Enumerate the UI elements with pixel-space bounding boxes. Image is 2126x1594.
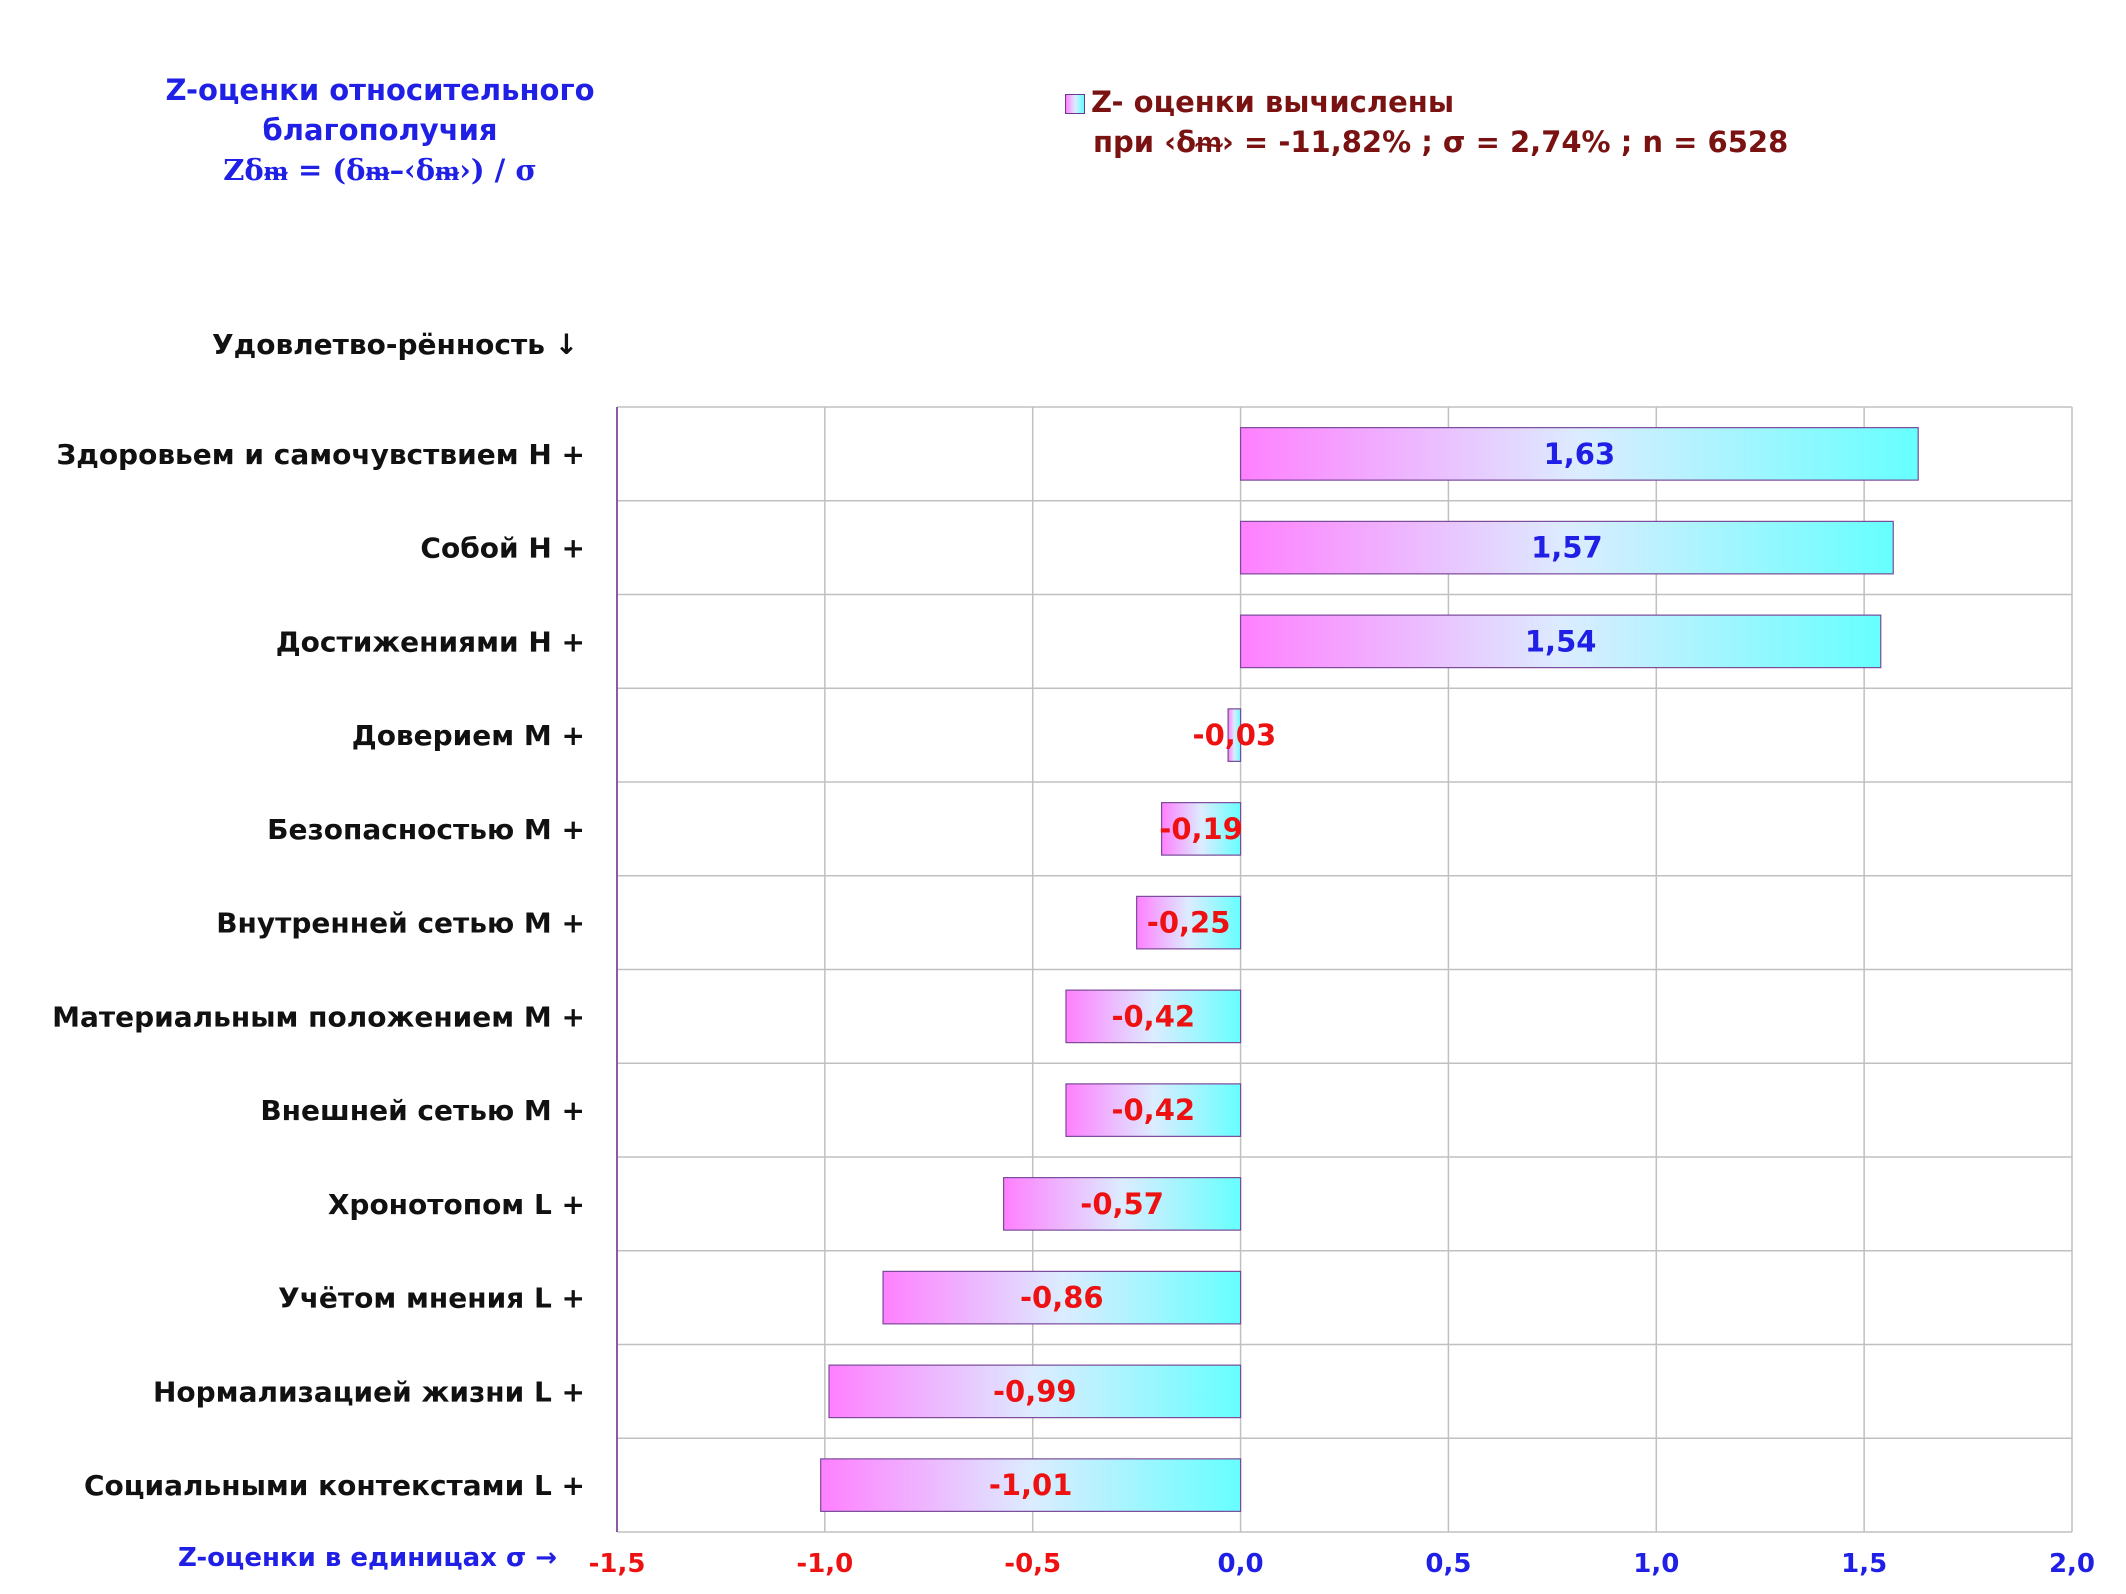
category-label: Хронотопом L + xyxy=(328,1188,585,1221)
title-formula: Zδᵯ = (δᵯ–‹δᵯ›) / σ xyxy=(223,153,537,187)
data-label: 1,57 xyxy=(1531,531,1603,565)
category-labels: Здоровьем и самочувствием H + Собой H + До… xyxy=(52,438,585,1502)
bar xyxy=(1065,1083,1242,1137)
data-labels: 1,63 1,57 1,54 -0,03 -0,19 -0,25 -0,42 -0,42 -0,… xyxy=(989,437,1615,1502)
bar xyxy=(1065,989,1242,1044)
bar xyxy=(1160,802,1242,856)
data-label: -0,42 xyxy=(1111,999,1195,1033)
category-label: Нормализацией жизни L + xyxy=(153,1375,585,1408)
legend-swatch xyxy=(1065,94,1085,114)
category-label: Здоровьем и самочувствием H + xyxy=(56,438,585,471)
category-label: Учётом мнения L + xyxy=(278,1282,585,1315)
legend-line-1: Z- оценки вычислены xyxy=(1091,85,1455,119)
category-label: Доверием M + xyxy=(352,719,585,752)
x-tick-label: -1,5 xyxy=(589,1549,646,1579)
y-axis-label: Удовлетво-рённость ↓ xyxy=(212,328,579,361)
data-label: -0,03 xyxy=(1193,718,1277,752)
category-label: Безопасностью M + xyxy=(267,813,585,846)
category-label: Внутренней сетью M + xyxy=(216,907,585,940)
title-line-2: благополучия xyxy=(262,113,498,147)
data-label: -1,01 xyxy=(989,1468,1073,1502)
bar xyxy=(1239,520,1894,575)
x-tick-label: 2,0 xyxy=(2049,1549,2095,1579)
data-label: 1,54 xyxy=(1525,624,1597,658)
x-tick-label: -1,0 xyxy=(796,1549,853,1579)
category-label: Собой H + xyxy=(420,532,585,565)
category-label: Социальными контекстами L + xyxy=(84,1469,585,1502)
bar xyxy=(1136,895,1242,950)
bar xyxy=(1239,427,1919,481)
data-label: -0,86 xyxy=(1020,1281,1104,1315)
data-label: -0,19 xyxy=(1159,812,1243,846)
data-label: -0,25 xyxy=(1147,906,1231,940)
category-label: Материальным положением M + xyxy=(52,1000,585,1033)
x-tick-label: -0,5 xyxy=(1004,1549,1061,1579)
data-label: -0,57 xyxy=(1080,1187,1164,1221)
category-label: Внешней сетью M + xyxy=(260,1094,585,1127)
legend: Z- оценки вычислены при ‹δᵯ› = -11,82% ;… xyxy=(1065,82,1788,162)
x-tick-label: 0,5 xyxy=(1425,1549,1471,1579)
bar xyxy=(1239,614,1882,669)
data-label: 1,63 xyxy=(1544,437,1616,471)
bar xyxy=(882,1270,1242,1325)
grid xyxy=(616,406,2073,1533)
x-tick-label: 0,0 xyxy=(1218,1549,1264,1579)
bars xyxy=(820,427,1919,1512)
x-tick-labels: -1,5 -1,0 -0,5 0,0 0,5 1,0 1,5 2,0 xyxy=(589,1549,2095,1579)
bar xyxy=(820,1458,1242,1512)
bar xyxy=(1003,1177,1242,1231)
x-tick-label: 1,0 xyxy=(1633,1549,1679,1579)
legend-line-2: при ‹δᵯ› = -11,82% ; σ = 2,74% ; n = 652… xyxy=(1093,125,1789,159)
chart-title: Z-оценки относительного благополучия Zδᵯ… xyxy=(150,70,610,190)
category-label: Достижениями H + xyxy=(276,625,585,658)
x-axis-label: Z-оценки в единицах σ → xyxy=(178,1543,558,1573)
data-label: -0,99 xyxy=(993,1374,1077,1408)
data-label: -0,42 xyxy=(1111,1093,1195,1127)
bar xyxy=(828,1364,1242,1419)
x-tick-label: 1,5 xyxy=(1841,1549,1887,1579)
bar xyxy=(1227,708,1242,762)
title-line-1: Z-оценки относительного xyxy=(165,73,595,107)
